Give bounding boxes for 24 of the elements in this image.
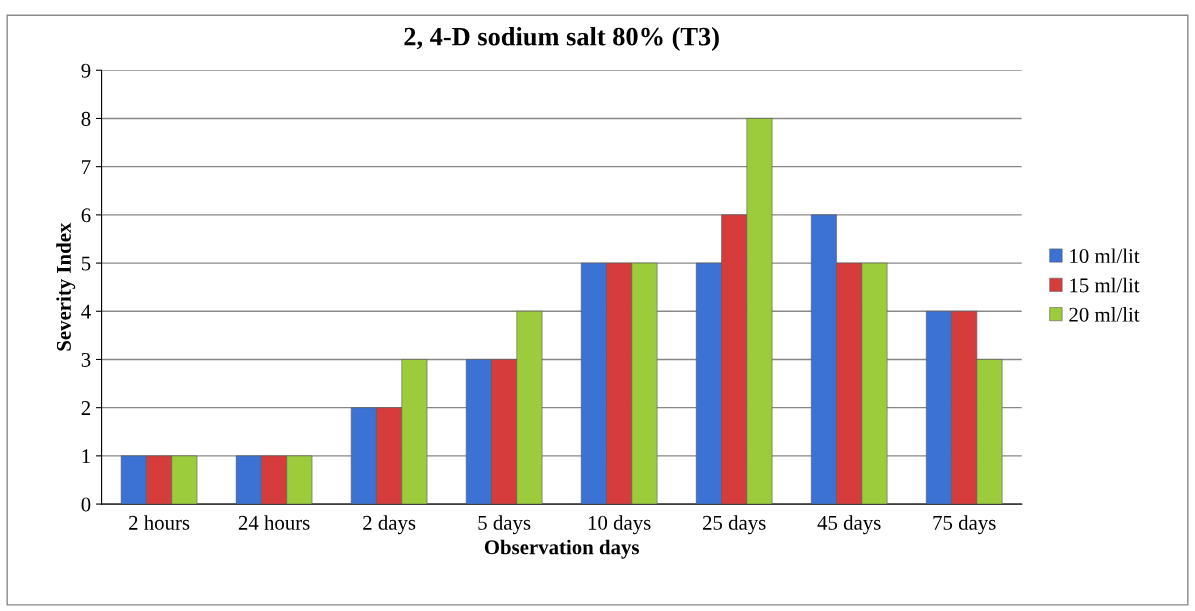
y-tick-label: 6 — [81, 208, 91, 223]
y-tick-label: 4 — [81, 304, 91, 319]
x-tick-label: 10 days — [588, 515, 651, 535]
x-tick-label: 5 days — [478, 515, 531, 535]
y-axis-title: Severity Index — [56, 222, 76, 351]
x-tick-label: 2 days — [363, 515, 416, 535]
y-tick-label: 7 — [82, 160, 91, 174]
x-tick-label: 24 hours — [238, 515, 310, 530]
y-tick-label: 2 — [81, 401, 91, 415]
x-tick-label: 25 days — [702, 515, 766, 535]
y-tick-label: 5 — [81, 256, 91, 271]
x-tick-label: 45 days — [817, 515, 881, 535]
legend-label: 20 ml/lit — [1069, 307, 1140, 322]
chart-title: 2, 4-D sodium salt 80% (T3) — [404, 26, 719, 51]
y-tick-label: 1 — [82, 449, 90, 464]
x-tick-label: 75 days — [933, 515, 996, 535]
x-tick-label: 2 hours — [129, 515, 190, 530]
y-tick-label: 3 — [81, 352, 91, 367]
x-axis-title: Observation days — [484, 539, 639, 559]
y-tick-label: 8 — [81, 111, 91, 126]
y-tick-label: 0 — [81, 497, 91, 512]
legend-label: 10 ml/lit — [1070, 248, 1140, 264]
y-tick-label: 9 — [81, 63, 91, 78]
legend-label: 15 ml/lit — [1070, 277, 1140, 293]
